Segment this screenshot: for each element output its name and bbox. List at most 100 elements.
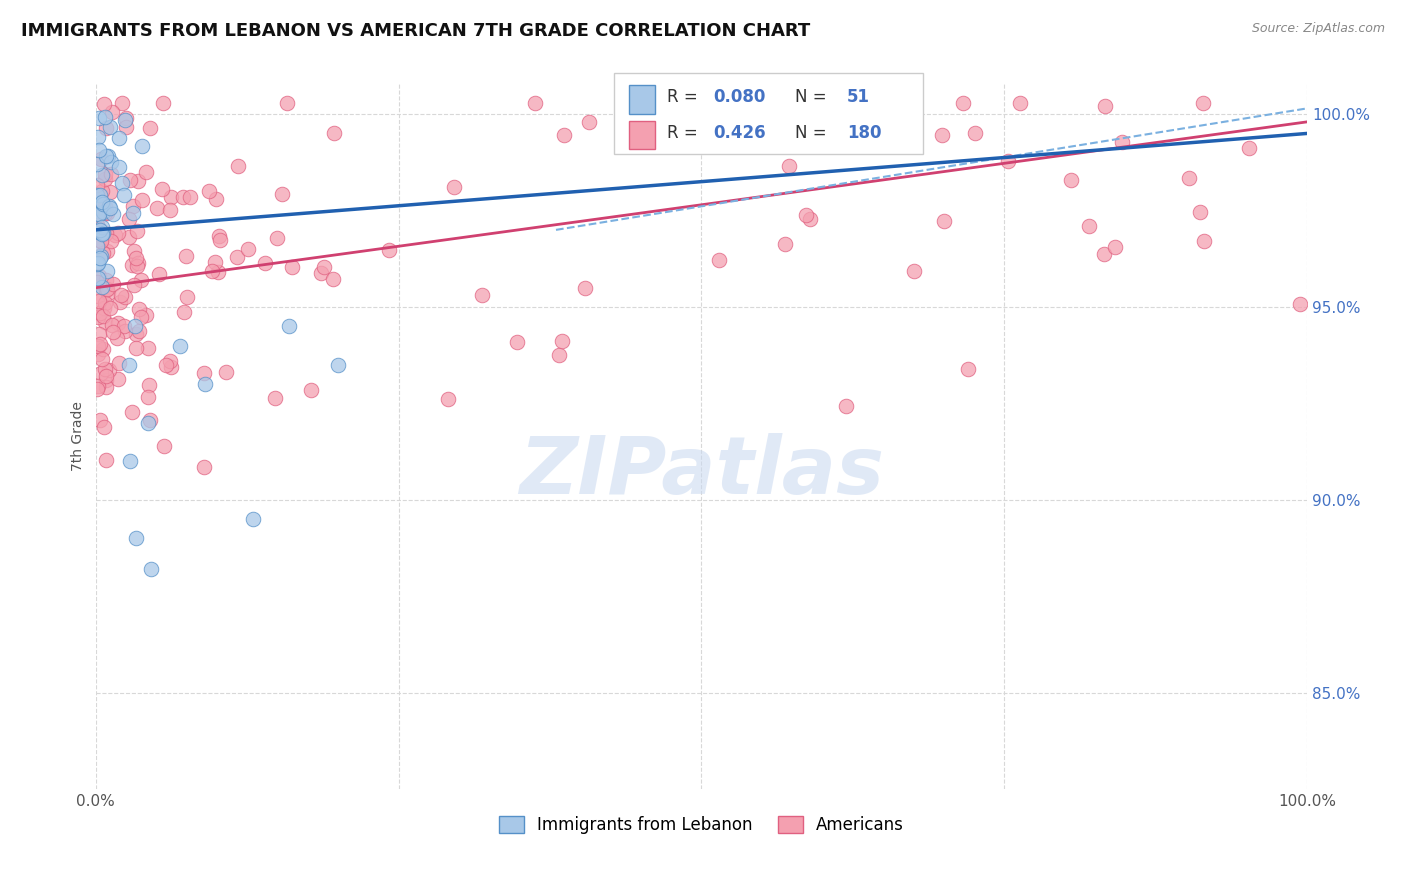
Point — [309, 266, 332, 280]
Point — [115, 111, 138, 125]
Point — [96, 273, 118, 287]
Text: R =: R = — [668, 88, 703, 106]
Point — [131, 139, 153, 153]
Bar — [614, 72, 922, 154]
Point — [194, 377, 217, 392]
Point — [208, 229, 231, 244]
Point — [86, 207, 108, 221]
Point — [93, 419, 115, 434]
Point — [100, 235, 122, 249]
Point — [1104, 240, 1126, 254]
Point — [98, 201, 121, 215]
Point — [264, 391, 287, 405]
Point — [86, 157, 108, 171]
Point — [204, 192, 226, 206]
Point — [322, 272, 344, 286]
Point — [91, 343, 114, 357]
Point — [136, 390, 159, 404]
Point — [1189, 204, 1212, 219]
Point — [87, 339, 110, 353]
Point — [159, 353, 181, 368]
Bar — [628, 86, 655, 113]
Point — [93, 301, 115, 316]
Point — [93, 197, 115, 211]
Point — [110, 176, 132, 190]
Point — [299, 383, 322, 397]
Point — [136, 341, 159, 355]
Point — [204, 255, 226, 269]
Point — [114, 113, 136, 128]
Point — [91, 280, 114, 294]
Text: 0.080: 0.080 — [713, 88, 766, 106]
Point — [150, 182, 173, 196]
Point — [87, 268, 110, 283]
Point — [135, 165, 157, 179]
Point — [322, 126, 344, 140]
Point — [87, 310, 110, 324]
Point — [86, 382, 108, 396]
Point — [96, 282, 118, 296]
Text: 180: 180 — [846, 124, 882, 142]
Point — [125, 341, 148, 355]
Point — [96, 264, 118, 278]
Point — [553, 128, 575, 142]
Point — [932, 214, 955, 228]
Point — [101, 318, 124, 333]
Point — [270, 186, 292, 201]
Point — [87, 327, 110, 342]
Point — [201, 264, 224, 278]
Point — [436, 392, 458, 406]
Point — [96, 226, 118, 240]
Point — [96, 373, 118, 387]
Point — [997, 154, 1019, 169]
Text: 0.426: 0.426 — [713, 124, 766, 142]
Point — [835, 399, 858, 413]
Point — [87, 378, 110, 392]
Point — [124, 278, 146, 293]
Point — [965, 126, 987, 140]
Point — [707, 252, 730, 267]
Point — [101, 277, 124, 291]
Point — [125, 260, 148, 274]
Point — [139, 120, 162, 135]
Point — [96, 206, 118, 220]
Point — [548, 348, 571, 362]
Point — [794, 208, 817, 222]
Point — [779, 112, 801, 126]
Point — [94, 199, 117, 213]
Point — [129, 273, 152, 287]
Point — [136, 416, 159, 430]
Point — [121, 206, 143, 220]
Point — [1094, 247, 1116, 261]
Point — [122, 244, 145, 258]
Point — [91, 205, 114, 219]
Point — [89, 221, 111, 235]
Point — [172, 190, 194, 204]
Point — [96, 244, 118, 259]
Text: N =: N = — [794, 88, 827, 106]
Point — [98, 120, 121, 134]
Point — [846, 128, 869, 143]
Point — [155, 358, 177, 372]
Point — [117, 230, 139, 244]
Point — [94, 168, 117, 182]
Point — [91, 227, 114, 242]
Point — [90, 194, 112, 209]
Point — [94, 283, 117, 297]
Y-axis label: 7th Grade: 7th Grade — [72, 401, 86, 471]
Text: 51: 51 — [846, 88, 870, 106]
Point — [86, 178, 108, 192]
Point — [89, 252, 111, 266]
Point — [931, 128, 953, 142]
Point — [90, 152, 112, 166]
Point — [125, 251, 148, 265]
Point — [108, 356, 131, 370]
Point — [86, 188, 108, 202]
Point — [86, 257, 108, 271]
Point — [112, 318, 135, 333]
Point — [90, 235, 112, 249]
Point — [94, 380, 117, 394]
Point — [87, 207, 110, 221]
Point — [122, 199, 145, 213]
Text: R =: R = — [668, 124, 703, 142]
